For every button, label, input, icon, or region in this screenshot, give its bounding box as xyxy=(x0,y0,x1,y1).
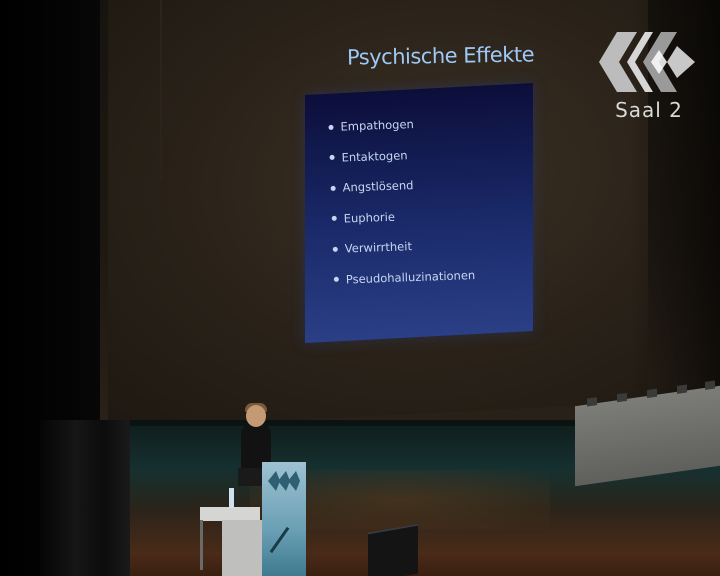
bullet-text: Euphorie xyxy=(343,209,396,226)
stage-monitor xyxy=(368,523,418,576)
chair xyxy=(587,397,597,407)
curtain xyxy=(40,420,130,576)
channel-label: Saal 2 xyxy=(615,98,683,122)
chair xyxy=(647,388,657,399)
lectern-logo-icon xyxy=(268,471,300,491)
bullet-dot-icon xyxy=(329,155,335,161)
congress-logo-icon xyxy=(599,32,695,92)
slide-bullet: Empathogen xyxy=(328,107,470,142)
bullet-text: Angstlösend xyxy=(342,178,414,195)
slide-bullet: Angstlösend xyxy=(330,168,472,203)
laptop xyxy=(238,468,264,486)
bullet-text: Pseudohalluzinationen xyxy=(345,267,476,287)
chair xyxy=(617,392,627,403)
bullet-dot-icon xyxy=(328,124,334,130)
water-bottle xyxy=(229,488,234,508)
chair xyxy=(705,380,715,390)
side-table xyxy=(200,507,260,521)
stage-edge xyxy=(120,420,720,426)
bullet-text: Empathogen xyxy=(340,117,415,134)
screen-cable xyxy=(160,0,162,180)
bullet-text: Entaktogen xyxy=(341,148,408,165)
slide-bullet: Pseudohalluzinationen xyxy=(333,259,475,294)
bullet-dot-icon xyxy=(331,216,337,222)
bullet-dot-icon xyxy=(332,246,338,252)
speaker-head xyxy=(246,405,266,427)
chair xyxy=(677,384,687,394)
slide-bullet-list: Empathogen Entaktogen Angstlösend Euphor… xyxy=(328,107,476,295)
bullet-text: Verwirrtheit xyxy=(344,239,413,256)
bullet-dot-icon xyxy=(333,276,339,283)
slide-bullet: Entaktogen xyxy=(329,138,471,173)
side-table-leg xyxy=(200,520,203,570)
side-cabinet xyxy=(222,520,262,576)
slide-bullet: Verwirrtheit xyxy=(332,229,474,264)
slide-bullet: Euphorie xyxy=(331,199,473,234)
bullet-dot-icon xyxy=(330,185,336,191)
slide-title: Psychische Effekte xyxy=(346,42,535,70)
